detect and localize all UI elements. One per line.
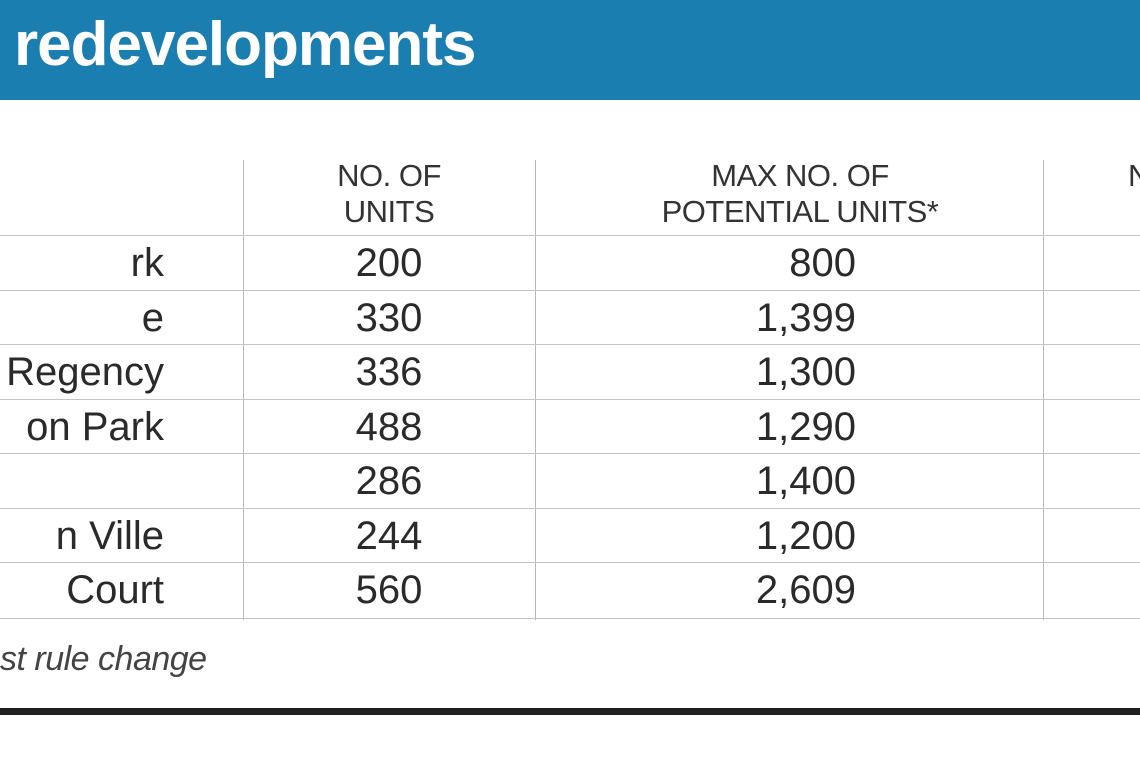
row-name-cell: Court	[0, 563, 242, 617]
column-divider	[535, 160, 536, 620]
row-name-cell	[0, 454, 242, 508]
header-max-units: MAX NO. OF POTENTIAL UNITS*	[536, 158, 1064, 230]
row-units: 560	[355, 568, 423, 612]
row-units: 244	[355, 514, 423, 558]
row-max-units: 1,300	[755, 350, 856, 394]
row-divider	[0, 290, 1140, 291]
row-name: on Park	[26, 405, 164, 449]
row-name: Regency	[6, 350, 164, 394]
column-divider	[1043, 160, 1044, 620]
row-divider	[0, 562, 1140, 563]
row-divider	[0, 235, 1140, 236]
row-units: 336	[355, 350, 423, 394]
header-units-line2: UNITS	[343, 194, 435, 229]
row-name-cell: Regency	[0, 345, 242, 399]
row-divider	[0, 508, 1140, 509]
header-partial-column: N	[1128, 158, 1140, 193]
row-max-units: 1,400	[755, 459, 856, 503]
row-max-units: 2,609	[755, 568, 856, 612]
header-max-line2: POTENTIAL UNITS*	[661, 194, 939, 229]
banner-title: redevelopments	[14, 10, 477, 79]
row-name-cell: rk	[0, 236, 242, 290]
row-divider	[0, 344, 1140, 345]
footnote: st rule change	[0, 640, 207, 678]
row-name-cell: e	[0, 291, 242, 345]
row-units: 488	[355, 405, 423, 449]
row-max-units: 1,290	[755, 405, 856, 449]
row-units: 200	[355, 241, 423, 285]
row-max-units: 1,399	[755, 296, 856, 340]
row-name: e	[141, 296, 164, 340]
header-units: NO. OF UNITS	[244, 158, 534, 230]
column-divider	[243, 160, 244, 620]
redevelopments-table: NO. OF UNITS MAX NO. OF POTENTIAL UNITS*…	[0, 100, 1140, 720]
row-max-units: 800	[789, 241, 856, 285]
row-max-units: 1,200	[755, 514, 856, 558]
row-name: Court	[66, 568, 164, 612]
row-units: 330	[355, 296, 423, 340]
row-name: rk	[130, 241, 164, 285]
bottom-rule	[0, 708, 1140, 715]
row-name-cell: on Park	[0, 400, 242, 454]
row-units: 286	[355, 459, 423, 503]
header-max-line1: MAX NO. OF	[711, 158, 889, 193]
row-name: n Ville	[55, 514, 164, 558]
row-divider	[0, 399, 1140, 400]
row-divider	[0, 618, 1140, 619]
row-name-cell: n Ville	[0, 509, 242, 563]
row-divider	[0, 453, 1140, 454]
header-units-line1: NO. OF	[337, 158, 441, 193]
title-banner: redevelopments	[0, 0, 1140, 100]
